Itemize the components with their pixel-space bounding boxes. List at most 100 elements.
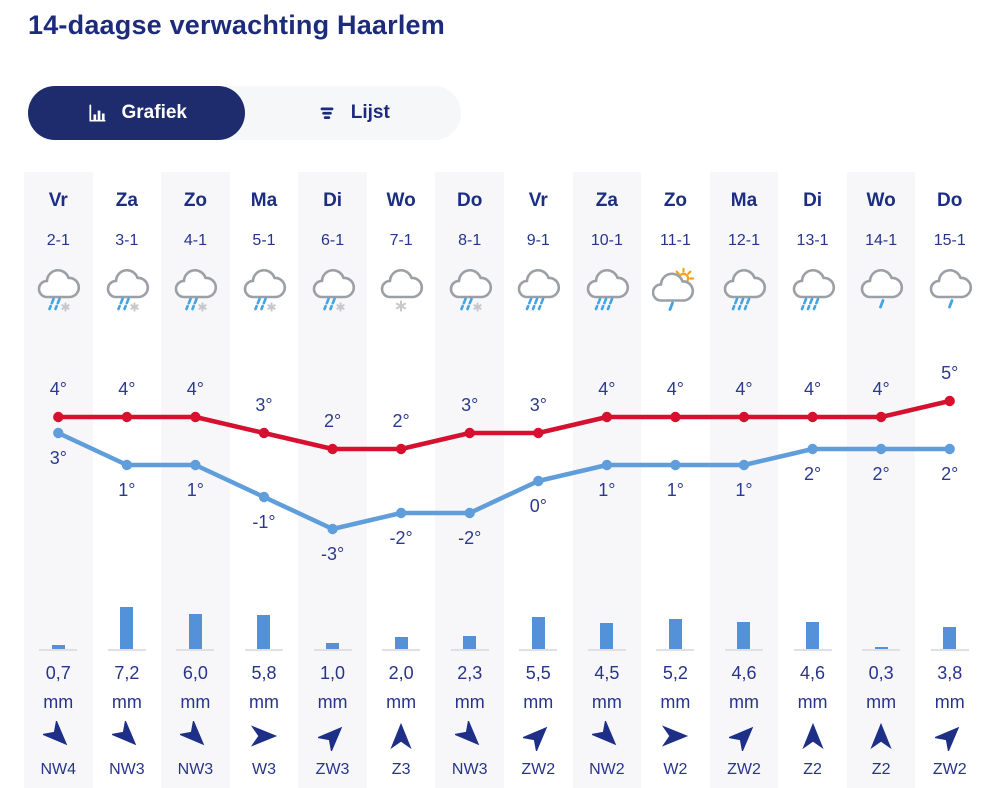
chart-spacer [367,328,436,593]
day-name: Za [595,190,618,211]
precip-value: 5,2 [662,662,688,683]
precip-value: 5,5 [525,662,551,683]
day-name: Za [115,190,138,211]
wind-direction-arrow-icon [728,714,759,758]
bar-baseline [793,622,832,651]
day-date: 6-1 [321,232,345,249]
precipitation-bar [943,627,957,649]
tab-lijst[interactable]: Lijst [245,86,462,140]
precipitation-bar [326,643,340,649]
day-column-3: Zo 4-1 6,0 mm NW3 [161,172,230,788]
tab-grafiek[interactable]: Grafiek [28,86,245,140]
bar-baseline [724,622,763,651]
day-name: Di [323,190,343,211]
precipitation-bar-area [862,593,901,651]
rain-icon [790,252,836,328]
precipitation-bar [531,617,545,649]
precipitation-bar [668,618,682,649]
bar-baseline [862,647,901,651]
day-date: 12-1 [727,232,760,249]
precip-value: 2,3 [457,662,483,683]
drizzle-icon [858,252,904,328]
bar-chart-icon [86,102,109,125]
precipitation-bar [737,622,751,649]
precipitation-bar [257,615,271,649]
precip-value: 1,0 [320,662,346,683]
precip-unit: mm [728,691,759,712]
wind-label: Z3 [391,761,411,778]
day-name: Vr [528,190,548,211]
wind-label: NW4 [40,761,77,778]
precip-value: 0,7 [45,662,71,683]
precipitation-bar-area [39,593,78,651]
sleet-icon [447,252,493,328]
day-column-6: Wo 7-1 2,0 mm Z3 [367,172,436,788]
precipitation-bar-area [587,593,626,651]
wind-direction-arrow-icon [111,714,142,758]
day-date: 8-1 [458,232,482,249]
rain-icon [721,252,767,328]
chart-spacer [847,328,916,593]
bar-baseline [176,614,215,651]
chart-spacer [641,328,710,593]
sleet-icon [310,252,356,328]
wind-label: W2 [663,761,688,778]
day-name: Do [457,190,483,211]
precipitation-bar-area [244,593,283,651]
drizzle-icon [927,252,973,328]
precipitation-bar-area [656,593,695,651]
day-date: 7-1 [389,232,413,249]
day-name: Di [803,190,823,211]
sleet-icon [104,252,150,328]
chart-spacer [161,328,230,593]
precipitation-bar [51,644,65,649]
precip-value: 5,8 [251,662,277,683]
wind-direction-arrow-icon [317,714,348,758]
precipitation-bar [600,622,614,649]
precip-unit: mm [317,691,348,712]
day-column-14: Do 15-1 3,8 mm ZW2 [915,172,984,788]
precipitation-bar [806,622,820,649]
wind-label: ZW2 [727,761,761,778]
day-date: 5-1 [252,232,276,249]
bar-baseline [450,635,489,651]
precip-unit: mm [43,691,74,712]
bar-baseline [656,618,695,651]
bar-baseline [244,615,283,651]
precipitation-bar [188,614,202,649]
chart-spacer [504,328,573,593]
rain-icon [584,252,630,328]
wind-direction-arrow-icon [43,714,73,758]
day-date: 15-1 [933,232,966,249]
chart-spacer [93,328,162,593]
precip-unit: mm [591,691,622,712]
precipitation-bar [394,637,408,649]
precipitation-bar-area [382,593,421,651]
day-column-1: Vr 2-1 0,7 mm NW4 [24,172,93,788]
day-column-8: Vr 9-1 5,5 mm ZW2 [504,172,573,788]
wind-direction-arrow-icon [660,714,690,758]
precip-unit: mm [660,691,691,712]
day-date: 14-1 [865,232,898,249]
day-name: Ma [730,190,758,211]
precip-unit: mm [111,691,142,712]
precip-value: 2,0 [388,662,414,683]
day-name: Zo [663,190,688,211]
bar-baseline [382,637,421,651]
bar-baseline [519,617,558,651]
day-date: 10-1 [590,232,623,249]
day-date: 11-1 [660,232,691,249]
day-date: 4-1 [183,232,207,249]
bar-baseline [313,643,352,651]
day-name: Vr [48,190,68,211]
precip-unit: mm [248,691,279,712]
wind-direction-arrow-icon [454,714,485,758]
day-name: Zo [183,190,208,211]
tab-lijst-label: Lijst [350,102,390,123]
precipitation-bar-area [930,593,969,651]
wind-direction-arrow-icon [798,714,828,758]
view-mode-tabs: Grafiek Lijst [28,86,461,140]
day-column-13: Wo 14-1 0,3 mm Z2 [846,172,916,788]
forecast-grid: Vr 2-1 0,7 mm NW4 Za 3-1 7,2 [24,172,984,788]
